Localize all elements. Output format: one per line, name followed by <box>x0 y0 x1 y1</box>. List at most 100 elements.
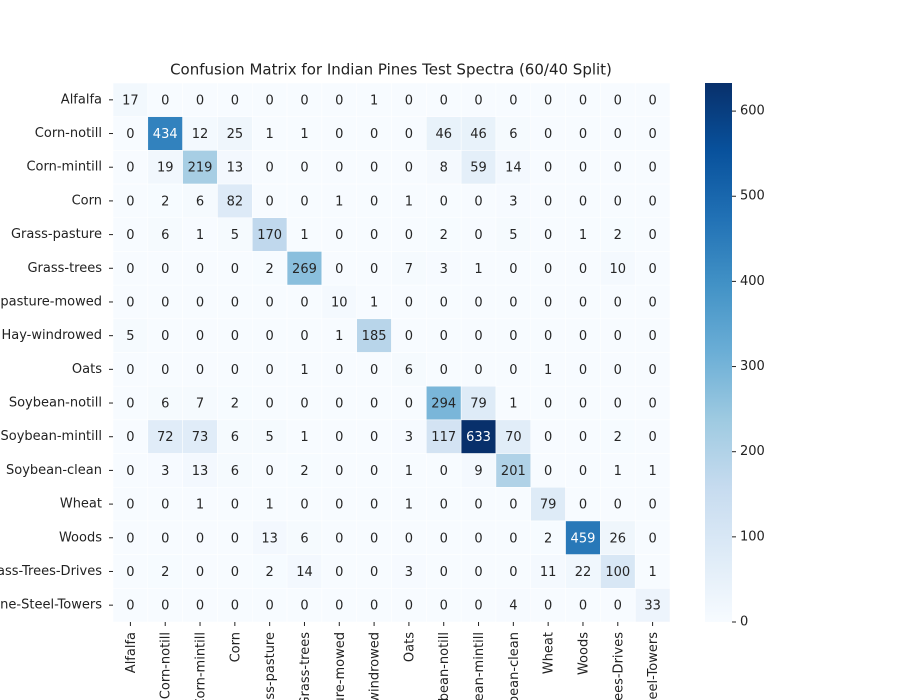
cell-label: 0 <box>648 127 656 142</box>
cell-label: 0 <box>509 531 517 546</box>
colorbar-tick-label: 0 <box>740 615 748 630</box>
cell-label: 1 <box>300 430 308 445</box>
cell <box>321 419 357 454</box>
cell <box>217 284 253 320</box>
cell <box>495 284 531 320</box>
cell-label: 0 <box>370 262 378 277</box>
cell <box>391 251 427 286</box>
cell-label: 0 <box>648 262 656 277</box>
cell-label: 0 <box>440 295 448 310</box>
cell-label: 0 <box>266 329 274 344</box>
cell-label: 6 <box>161 228 169 243</box>
cell <box>600 554 636 589</box>
cell <box>634 251 671 286</box>
y-tick-label: Soybean-notill <box>9 396 102 411</box>
cell-label: 17 <box>122 93 139 108</box>
x-tick-label: Grass-pasture <box>263 632 278 700</box>
cell-label: 117 <box>431 430 456 445</box>
cell <box>565 318 601 353</box>
cell-label: 2 <box>300 464 308 479</box>
cell-label: 0 <box>370 498 378 513</box>
cell-label: 0 <box>544 295 552 310</box>
cell-label: 0 <box>474 93 482 108</box>
cell-label: 0 <box>300 498 308 513</box>
cell <box>426 385 462 421</box>
cell <box>112 554 149 589</box>
cell-label: 0 <box>579 464 587 479</box>
cell-label: 0 <box>335 599 343 614</box>
cell-label: 0 <box>126 295 134 310</box>
x-tick-label: Oats <box>402 632 417 662</box>
cell <box>460 554 497 589</box>
cell <box>460 284 497 320</box>
cell-label: 13 <box>227 161 244 176</box>
cell <box>286 318 323 353</box>
cell-label: 0 <box>509 295 517 310</box>
cell-label: 0 <box>614 498 622 513</box>
cell-label: 72 <box>157 430 174 445</box>
cell <box>217 150 253 185</box>
x-tick-label: Soybean-mintill <box>472 632 487 700</box>
cell <box>634 554 671 589</box>
cell <box>252 217 288 252</box>
cell-label: 201 <box>501 464 526 479</box>
cell-label: 0 <box>614 161 622 176</box>
cell-label: 3 <box>509 194 517 209</box>
cell-label: 0 <box>648 498 656 513</box>
cell <box>182 453 218 488</box>
cell <box>182 520 218 555</box>
cell <box>426 217 462 252</box>
cell-label: 0 <box>300 93 308 108</box>
cell-label: 0 <box>335 161 343 176</box>
x-tick-label: Grass-trees <box>298 632 313 700</box>
cell-label: 0 <box>126 127 134 142</box>
cell-label: 0 <box>509 262 517 277</box>
cell <box>565 284 601 320</box>
cell <box>600 352 636 387</box>
cell-label: 0 <box>405 295 413 310</box>
cell <box>182 116 218 151</box>
cell-label: 0 <box>126 498 134 513</box>
cell-label: 0 <box>648 228 656 243</box>
cell <box>634 520 671 555</box>
cell-label: 14 <box>296 565 313 580</box>
cell-label: 0 <box>266 363 274 378</box>
cell-label: 0 <box>126 565 134 580</box>
cell-label: 0 <box>405 531 413 546</box>
cell <box>217 487 253 522</box>
cell <box>495 318 531 353</box>
cell-label: 0 <box>579 329 587 344</box>
cell-label: 0 <box>231 498 239 513</box>
cell <box>356 183 392 218</box>
cell <box>321 116 357 151</box>
cell <box>634 183 671 218</box>
cell-label: 0 <box>161 531 169 546</box>
colorbar <box>705 83 732 622</box>
cell <box>217 352 253 387</box>
cell <box>634 284 671 320</box>
cell <box>321 352 357 387</box>
cell-label: 0 <box>370 127 378 142</box>
y-tick-label: Wheat <box>60 497 102 512</box>
cell-label: 0 <box>474 565 482 580</box>
y-tick-label: Soybean-mintill <box>1 429 103 444</box>
cell <box>600 419 636 454</box>
cell <box>460 453 497 488</box>
cell-label: 0 <box>405 397 413 412</box>
cell <box>600 520 636 555</box>
cell <box>182 251 218 286</box>
cell <box>634 453 671 488</box>
cell <box>356 419 392 454</box>
cell <box>217 385 253 421</box>
cell-label: 0 <box>509 93 517 108</box>
cell <box>530 554 566 589</box>
cell-label: 0 <box>126 430 134 445</box>
cell <box>252 487 288 522</box>
cell-label: 1 <box>266 498 274 513</box>
cell <box>112 520 149 555</box>
cell-label: 7 <box>405 262 413 277</box>
cell <box>321 588 357 623</box>
cell-label: 0 <box>196 363 204 378</box>
cell-label: 1 <box>300 127 308 142</box>
cell-label: 0 <box>405 161 413 176</box>
